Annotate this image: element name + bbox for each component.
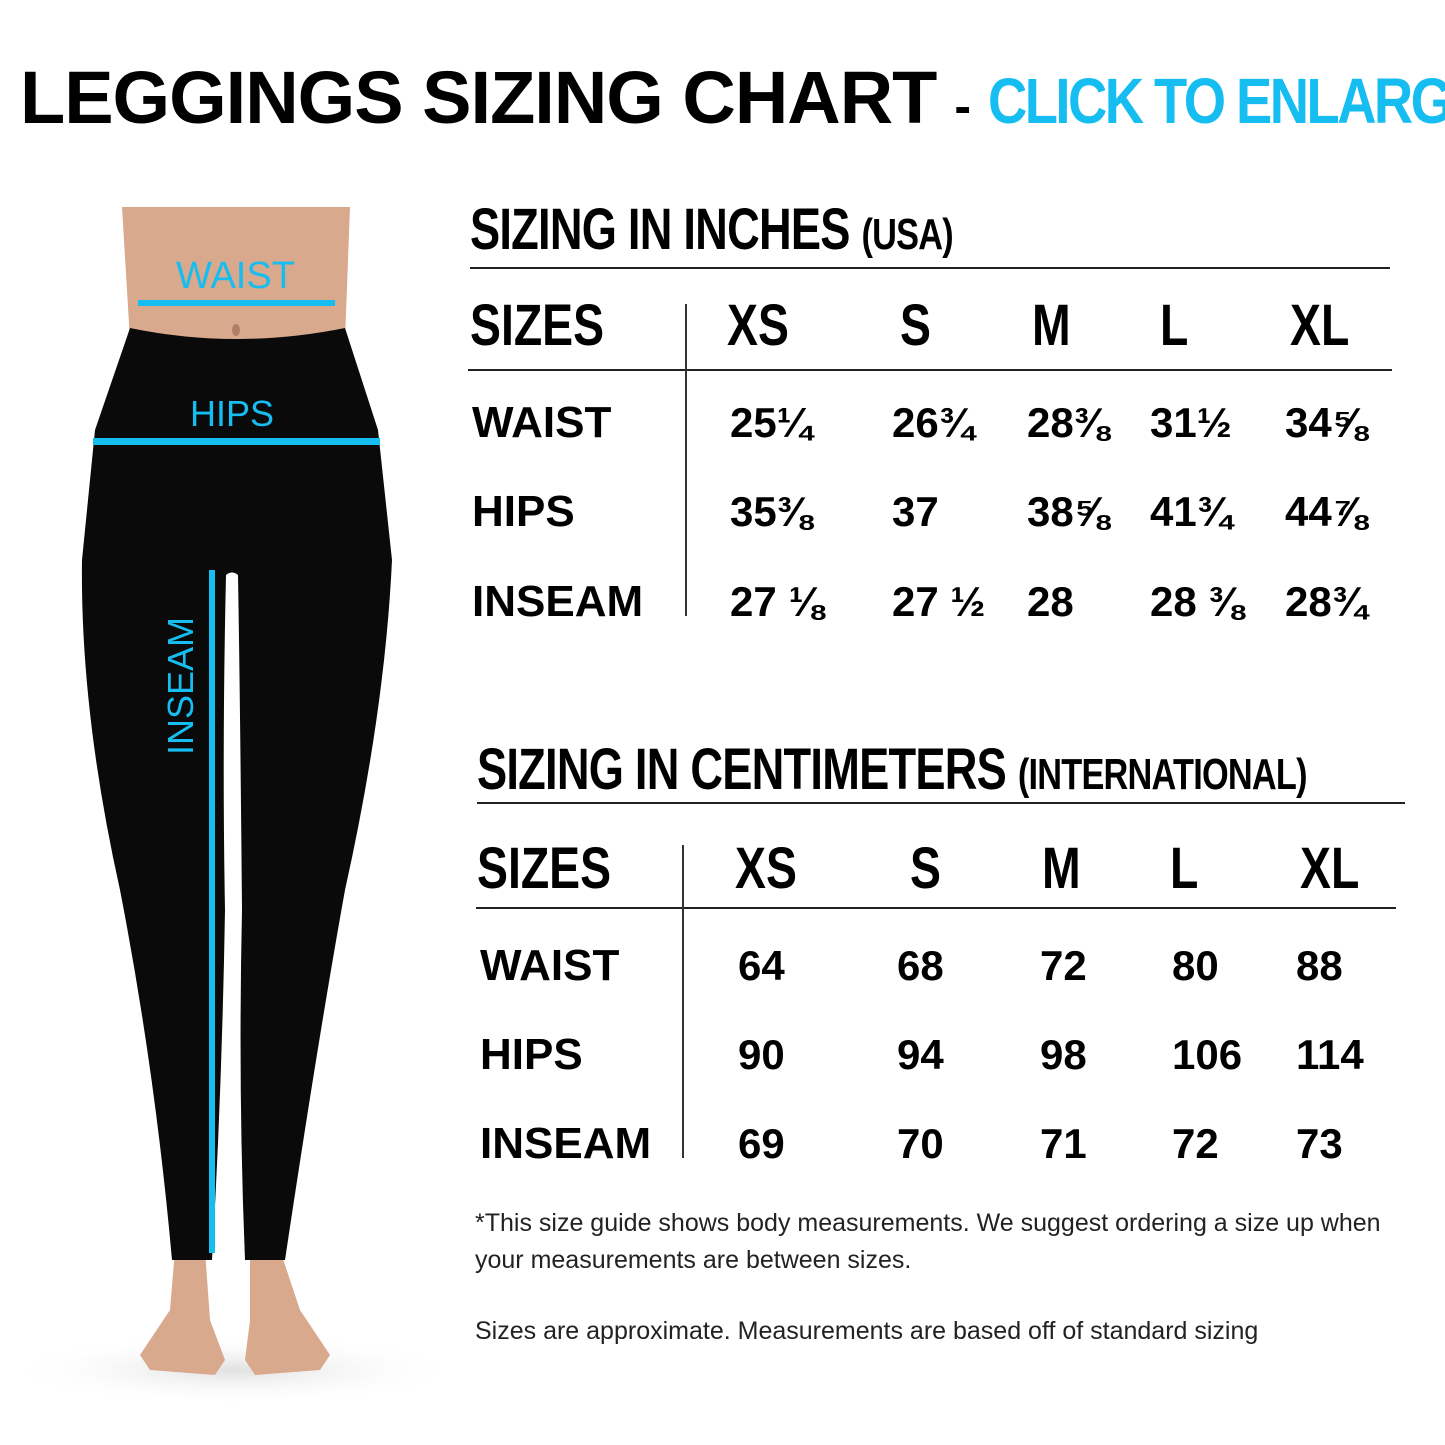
header-size-l: L — [1160, 293, 1189, 358]
cell-value: 98 — [1040, 1031, 1087, 1078]
row-label-hips: HIPS — [480, 1030, 583, 1079]
cell-value: 72 — [1172, 1120, 1219, 1167]
divider — [682, 845, 684, 1158]
size-guide-note: *This size guide shows body measurements… — [475, 1209, 1381, 1274]
cell-value: 106 — [1172, 1031, 1243, 1078]
cell-value: 72 — [1040, 942, 1087, 989]
header-size-xs: XS — [727, 293, 789, 358]
cell-value: 31½ — [1150, 399, 1232, 446]
cell-value: 28¾ — [1285, 578, 1367, 625]
cell-value: 64 — [738, 942, 785, 989]
row-label-inseam: INSEAM — [472, 577, 644, 626]
centimeters-section-title: SIZING IN CENTIMETERS (INTERNATIONAL) — [477, 737, 1307, 802]
click-to-enlarge-link[interactable]: CLICK TO ENLARGE — [988, 65, 1445, 137]
cell-value: 88 — [1296, 942, 1343, 989]
divider — [477, 802, 1405, 804]
cell-value: 71 — [1040, 1120, 1087, 1167]
inseam-line — [209, 570, 215, 1253]
header-sizes: SIZES — [470, 293, 605, 358]
page-title: LEGGINGS SIZING CHART - CLICK TO ENLARGE — [20, 55, 1445, 140]
cell-value: 28 ⅜ — [1150, 578, 1244, 625]
header-size-xs: XS — [735, 836, 797, 901]
cell-value: 28 — [1027, 578, 1074, 625]
hips-line — [93, 438, 380, 445]
header-size-s: S — [900, 293, 931, 358]
row-label-hips: HIPS — [472, 487, 575, 536]
cell-value: 44⅞ — [1285, 488, 1367, 535]
cell-value: 34⅝ — [1285, 399, 1367, 446]
cell-value: 68 — [897, 942, 944, 989]
header-size-m: M — [1032, 293, 1071, 358]
cell-value: 25¼ — [730, 399, 812, 446]
row-label-waist: WAIST — [480, 941, 620, 990]
waist-label: WAIST — [176, 255, 295, 297]
header-size-s: S — [910, 836, 941, 901]
leggings-figure — [5, 207, 460, 1405]
cell-value: 28⅜ — [1027, 399, 1109, 446]
cell-value: 80 — [1172, 942, 1219, 989]
cell-value: 70 — [897, 1120, 944, 1167]
inseam-label: INSEAM — [160, 616, 201, 755]
cell-value: 73 — [1296, 1120, 1343, 1167]
cell-value: 27 ⅛ — [730, 578, 824, 625]
cell-value: 35⅜ — [730, 488, 812, 535]
header-size-l: L — [1170, 836, 1199, 901]
divider — [476, 907, 1396, 909]
inches-section-title: SIZING IN INCHES (USA) — [470, 197, 954, 262]
cell-value: 37 — [892, 488, 939, 535]
cell-value: 114 — [1296, 1031, 1364, 1078]
divider — [470, 267, 1390, 269]
divider — [685, 304, 687, 616]
cell-value: 90 — [738, 1031, 785, 1078]
cell-value: 69 — [738, 1120, 785, 1167]
divider — [468, 369, 1392, 371]
title-text: LEGGINGS SIZING CHART — [20, 56, 937, 139]
waist-line — [138, 300, 335, 306]
cell-value: 38⅝ — [1027, 488, 1109, 535]
row-label-inseam: INSEAM — [480, 1119, 652, 1168]
cell-value: 41¾ — [1150, 488, 1232, 535]
header-size-xl: XL — [1300, 836, 1360, 901]
approximate-note: Sizes are approximate. Measurements are … — [475, 1317, 1259, 1345]
hips-label: HIPS — [190, 393, 275, 434]
header-size-m: M — [1042, 836, 1081, 901]
cell-value: 26¾ — [892, 399, 974, 446]
cell-value: 94 — [897, 1031, 944, 1078]
row-label-waist: WAIST — [472, 398, 612, 447]
cell-value: 27 ½ — [892, 578, 986, 625]
title-separator: - — [954, 78, 971, 134]
header-size-xl: XL — [1290, 293, 1350, 358]
header-sizes: SIZES — [477, 836, 612, 901]
